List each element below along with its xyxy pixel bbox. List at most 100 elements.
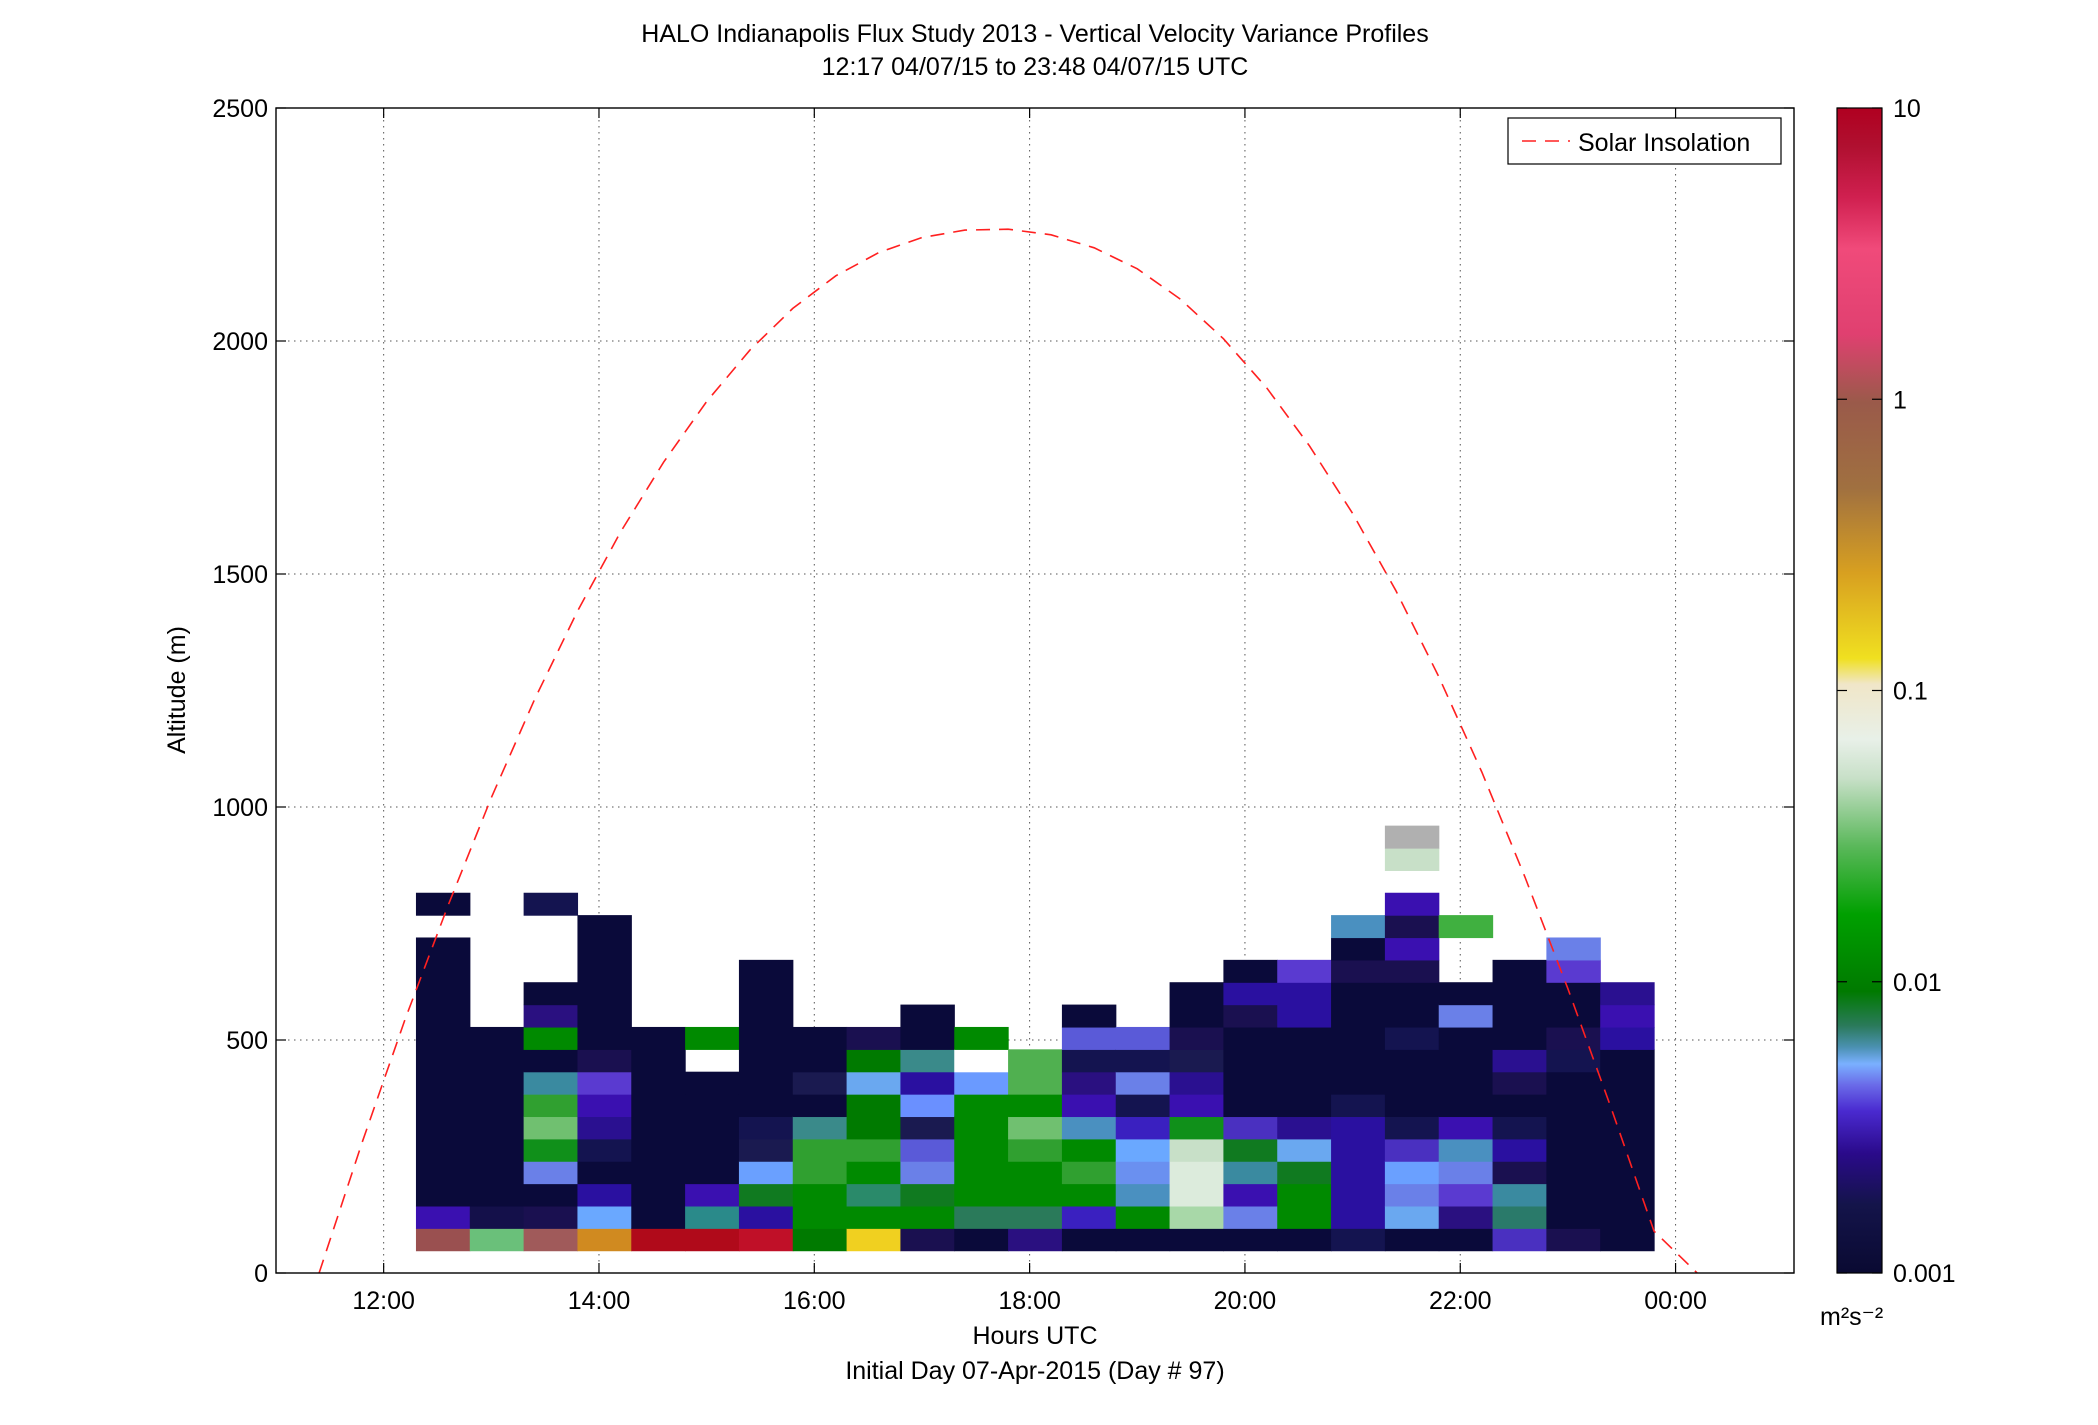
heatmap-cell [523,1161,579,1185]
heatmap-cell [1169,1205,1225,1229]
heatmap-cell [1492,1094,1547,1118]
heatmap-cell [1546,959,1601,983]
heatmap-cell [1546,937,1601,961]
legend: Solar Insolation [1507,117,1782,165]
heatmap-cell [1169,982,1225,1028]
heatmap-cell [523,982,579,1006]
heatmap-cell [577,1161,632,1185]
heatmap-cell [1169,1026,1225,1050]
heatmap-cell [846,1183,902,1207]
heatmap-cell [1438,1026,1494,1118]
heatmap-cell [1061,1094,1117,1118]
heatmap-cell [1061,1183,1117,1207]
heatmap-cell [1492,959,1547,1028]
heatmap-cell [1331,937,1386,961]
heatmap-cell [1061,1026,1117,1050]
x-tick-label: 00:00 [1644,1287,1707,1315]
heatmap-cell [792,1138,848,1185]
heatmap-cell [900,1004,955,1050]
heatmap-cell [523,1228,579,1252]
heatmap-cell [738,1228,794,1252]
heatmap-cell [577,915,632,1050]
colorbar-unit-label: m²s⁻² [1820,1303,1883,1331]
heatmap-cell [1061,1161,1117,1185]
heatmap-cell [631,1228,686,1252]
heatmap-cell [469,1026,525,1207]
heatmap-cell [954,1094,1009,1118]
heatmap-cell [1223,1004,1278,1028]
heatmap-cell [1492,1071,1547,1095]
heatmap-cell [900,1049,955,1073]
heatmap-cell [1277,1228,1332,1252]
x-tick-label: 14:00 [568,1287,631,1315]
heatmap-cell [469,1228,525,1252]
chart-title: HALO Indianapolis Flux Study 2013 - Vert… [641,20,1428,48]
heatmap-cell [1384,1228,1440,1252]
heatmap-cell [738,1183,794,1207]
heatmap-cell [954,1049,1009,1073]
heatmap-cell [738,959,794,1118]
heatmap-cell [1061,1116,1117,1140]
heatmap-cell [1061,1071,1117,1095]
heatmap-cell [469,1205,525,1229]
heatmap-cell [846,1094,902,1140]
heatmap-cell [1223,982,1278,1006]
heatmap-cell [1331,1228,1386,1252]
heatmap-cell [1115,1183,1171,1207]
heatmap-cell [1115,1026,1171,1050]
heatmap-cell [1438,1161,1494,1185]
heatmap-cell [1115,1116,1171,1140]
colorbar-tick-label: 0.1 [1893,678,1928,706]
heatmap-cells [415,825,1655,1252]
heatmap-cell [1384,915,1440,939]
heatmap-cell [900,1161,955,1185]
heatmap-cell [1384,1183,1440,1207]
x-tick-label: 22:00 [1429,1287,1492,1315]
heatmap-cell [1061,1049,1117,1073]
x-tick-label: 12:00 [352,1287,415,1315]
heatmap-cell [846,1161,902,1185]
heatmap-cell [523,1205,579,1229]
heatmap-cell [1438,1205,1494,1229]
heatmap-cell [1600,1049,1655,1252]
heatmap-cell [415,892,471,916]
heatmap-cell [1223,1228,1278,1252]
heatmap-cell [900,1228,955,1252]
heatmap-cell [1384,959,1440,983]
heatmap-cell [1331,915,1386,939]
x-tick-label: 16:00 [783,1287,846,1315]
heatmap-cell [792,1071,848,1095]
colorbar-tick-label: 1 [1893,386,1907,414]
heatmap-cell [1223,959,1278,983]
heatmap-cell [523,892,579,916]
heatmap-cell [1008,1049,1063,1095]
heatmap-cell [1277,1138,1332,1162]
heatmap-cell [1600,1026,1655,1050]
heatmap-cell [900,1071,955,1095]
heatmap-cell [1277,1161,1332,1185]
heatmap-cell [685,1205,740,1229]
heatmap-cell [1492,1183,1547,1207]
y-tick-label: 2000 [212,328,268,356]
heatmap-cell [1384,825,1440,849]
heatmap-cell [1115,1205,1171,1229]
heatmap-cell [577,1183,632,1207]
heatmap-cell [1169,1049,1225,1073]
heatmap-cell [738,1138,794,1162]
series-line-solar-insolation [318,228,1698,1273]
heatmap-cell [1115,1071,1171,1095]
heatmap-cell [1438,982,1494,1006]
heatmap-cell [1492,1228,1547,1252]
heatmap-cell [900,1205,955,1229]
heatmap-cell [1008,1228,1063,1252]
heatmap-cell [1008,1094,1063,1118]
heatmap-cell [738,1205,794,1229]
heatmap-cell [1169,1071,1225,1095]
heatmap-cell [1384,1138,1440,1162]
heatmap-cell [954,1026,1009,1050]
y-tick-label: 2500 [212,95,268,123]
heatmap-cell [1384,937,1440,961]
heatmap-cell [1546,1026,1601,1050]
heatmap-cell [1169,1138,1225,1162]
heatmap-cell [1492,1161,1547,1185]
